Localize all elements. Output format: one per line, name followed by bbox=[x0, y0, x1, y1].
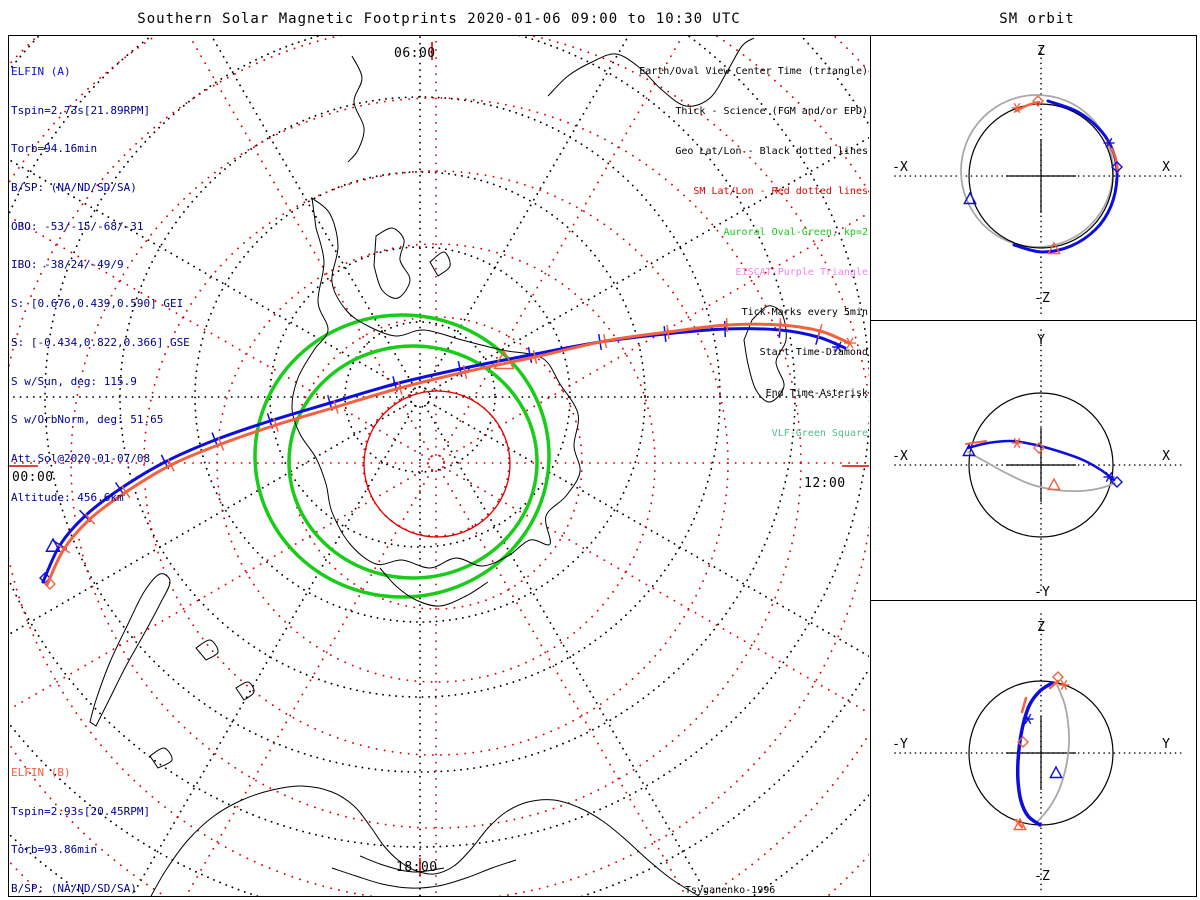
elfin-b-line: B/SP: (NA/ND/SD/SA) bbox=[11, 881, 137, 895]
legend: Earth/Oval View Center Time (triangle) T… bbox=[639, 38, 868, 467]
panel3-z-label: Z bbox=[1037, 620, 1045, 635]
elfin-a-line: Tspin=2.73s[21.89RPM] bbox=[11, 103, 151, 117]
legend-item: Thick - Science (FGM and/or EPD) bbox=[675, 106, 868, 118]
elfin-a-line: S w/Sun, deg: 115.9 bbox=[11, 374, 137, 388]
panel2-x-label: X bbox=[1162, 449, 1170, 464]
model-label: Tsyganenko-1996 bbox=[685, 885, 776, 896]
panel2-negy-label: -Y bbox=[1034, 585, 1050, 600]
mlt-label-0600: 06:00 bbox=[394, 46, 436, 61]
panel2-y-label: Y bbox=[1037, 333, 1045, 348]
elfin-b-name: ELFIN (B) bbox=[11, 765, 71, 779]
legend-item: Tick Marks every 5min bbox=[741, 307, 868, 319]
elfin-a-line: IBO: -38/24/-49/9 bbox=[11, 258, 124, 272]
mlt-label-1800: 18:00 bbox=[396, 860, 438, 875]
panel1-negz-label: -Z bbox=[1034, 291, 1050, 306]
sm-orbit-title: SM orbit bbox=[999, 11, 1075, 27]
legend-item: End Time-Asterisk bbox=[765, 387, 868, 399]
legend-item: Auroral Oval-Green, kp=2 bbox=[723, 226, 869, 238]
elfin-a-line: S: [0.676,0.439,0.590] GEI bbox=[11, 297, 184, 311]
page-title: Southern Solar Magnetic Footprints 2020-… bbox=[137, 11, 741, 27]
legend-item: Earth/Oval View Center Time (triangle) bbox=[639, 65, 868, 77]
auroral-oval bbox=[253, 313, 551, 599]
elfin-a-line: Torb=94.16min bbox=[11, 142, 98, 156]
panel1-negx-label: -X bbox=[892, 160, 908, 175]
sm-solid-marks bbox=[9, 42, 869, 876]
legend-item: Start Time-Diamond bbox=[759, 347, 868, 359]
elfin-b-footprint bbox=[44, 317, 856, 590]
panel3-negz-label: -Z bbox=[1034, 869, 1050, 884]
elfin-a-name: ELFIN (A) bbox=[11, 64, 71, 78]
panel1-z-label: Z bbox=[1037, 44, 1045, 59]
frame-lines bbox=[8, 35, 1197, 897]
elfin-a-line: B/SP: (NA/ND/SD/SA) bbox=[11, 180, 137, 194]
elfin-b-line: Tspin=2.93s[20.45RPM] bbox=[11, 804, 151, 818]
elfin-b-info-block: ELFIN (B) Tspin=2.93s[20.45RPM] Torb=93.… bbox=[11, 741, 196, 900]
legend-item: Geo Lat/Lon - Black dotted lines bbox=[675, 146, 868, 158]
coastlines bbox=[89, 37, 787, 896]
legend-item: EISCAT-Purple Triangle bbox=[735, 266, 868, 278]
sm-orbit-panel-2 bbox=[894, 329, 1184, 595]
elfin-a-line: S w/OrbNorm, deg: 51.65 bbox=[11, 413, 164, 427]
plot-footer: Tsyganenko-1996 Created: Mon Jan 23 15:0… bbox=[685, 858, 884, 900]
panel1-x-label: X bbox=[1162, 160, 1170, 175]
sm-orbit-panel-1 bbox=[894, 47, 1184, 317]
elfin-a-line: Att.Sol@2020-01-07/08 bbox=[11, 452, 151, 465]
elfin-a-info-block: ELFIN (A) Tspin=2.73s[21.89RPM] Torb=94.… bbox=[11, 40, 190, 530]
mlt-label-0000: 00:00 bbox=[12, 470, 54, 485]
legend-item: SM Lat/Lon - Red dotted lines bbox=[693, 186, 868, 198]
panel2-negx-label: -X bbox=[892, 449, 908, 464]
elfin-a-line: OBO: -53/-15/-68/-31 bbox=[11, 219, 144, 233]
sm-orbit-panel-3 bbox=[894, 613, 1184, 894]
sm-grid bbox=[9, 36, 869, 896]
elfin-a-line: Altitude: 456.6km bbox=[11, 490, 124, 504]
mlt-label-1200: 12:00 bbox=[804, 476, 846, 491]
legend-item: VLF-Green Square bbox=[771, 427, 868, 439]
elfin-a-line: S: [-0.434,0.822,0.366] GSE bbox=[11, 335, 190, 349]
panel3-y-label: Y bbox=[1162, 737, 1170, 752]
elfin-b-line: Torb=93.86min bbox=[11, 843, 98, 857]
panel3-negy-label: -Y bbox=[892, 737, 908, 752]
